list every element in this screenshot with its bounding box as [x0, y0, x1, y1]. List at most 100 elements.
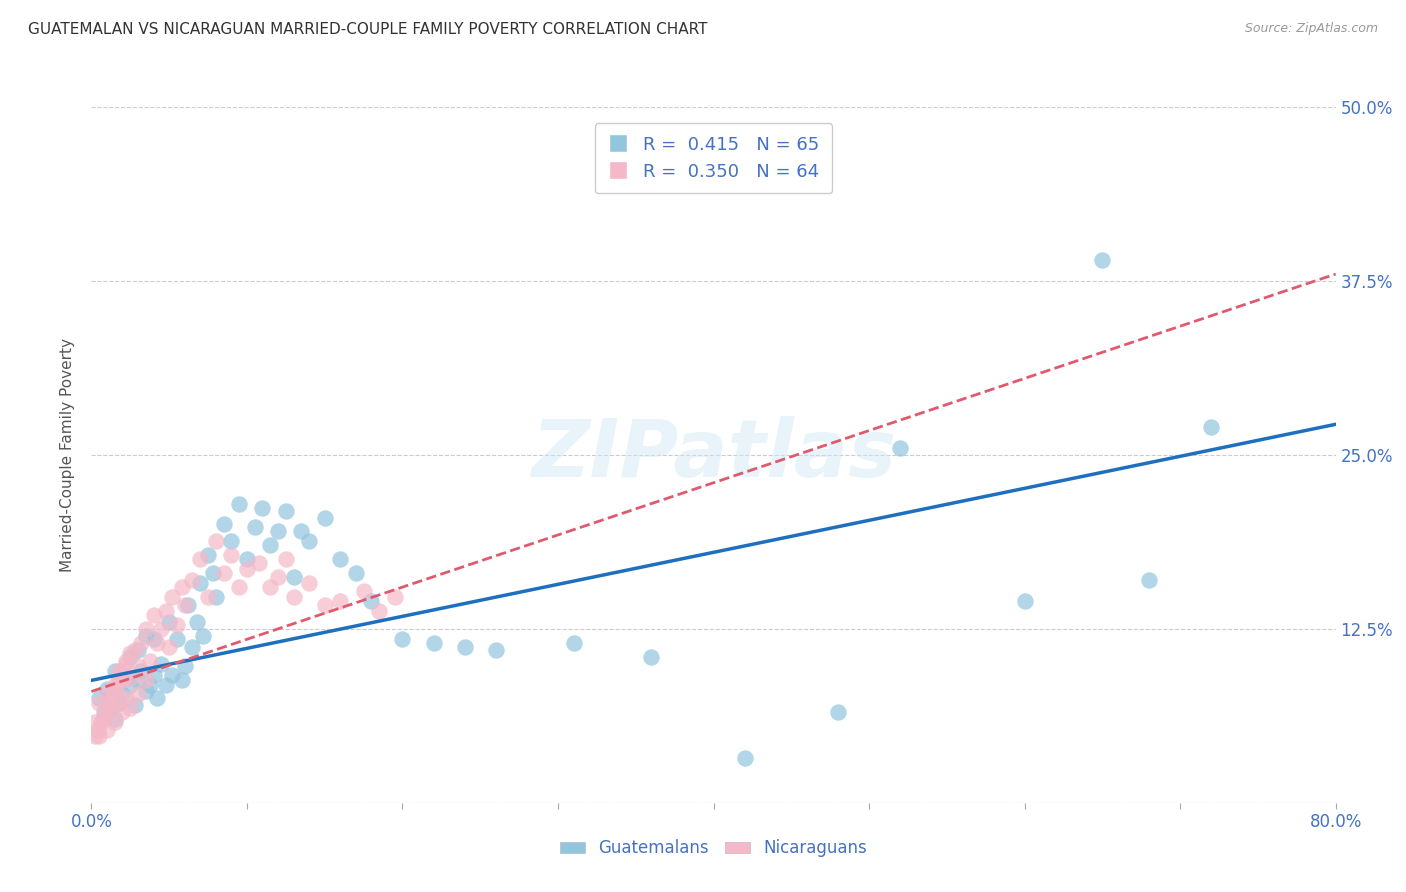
- Point: [173, 598, 195, 612]
- Point: [283, 570, 305, 584]
- Point: [353, 584, 375, 599]
- Point: [104, 664, 127, 678]
- Point: [329, 552, 352, 566]
- Point: [247, 557, 270, 571]
- Point: [201, 566, 224, 581]
- Point: [157, 615, 180, 629]
- Point: [1014, 594, 1036, 608]
- Point: [96, 681, 118, 696]
- Point: [221, 534, 243, 549]
- Point: [98, 701, 121, 715]
- Point: [127, 687, 149, 701]
- Point: [98, 696, 121, 710]
- Point: [111, 664, 134, 678]
- Point: [139, 654, 162, 668]
- Point: [181, 573, 204, 587]
- Point: [170, 580, 193, 594]
- Point: [127, 673, 149, 688]
- Point: [170, 673, 193, 688]
- Point: [157, 640, 180, 654]
- Point: [111, 687, 134, 701]
- Point: [283, 590, 305, 604]
- Point: [135, 684, 157, 698]
- Point: [108, 664, 131, 678]
- Point: [142, 667, 165, 681]
- Point: [127, 659, 149, 673]
- Point: [135, 673, 157, 688]
- Point: [104, 712, 127, 726]
- Point: [205, 534, 228, 549]
- Point: [150, 657, 173, 671]
- Point: [212, 517, 235, 532]
- Point: [236, 552, 259, 566]
- Point: [114, 691, 136, 706]
- Point: [889, 441, 911, 455]
- Point: [485, 642, 508, 657]
- Point: [104, 677, 127, 691]
- Point: [111, 673, 134, 688]
- Point: [391, 632, 413, 646]
- Point: [344, 566, 367, 581]
- Point: [197, 590, 219, 604]
- Point: [104, 715, 127, 730]
- Point: [90, 715, 112, 730]
- Point: [267, 524, 290, 539]
- Point: [162, 667, 184, 681]
- Point: [120, 677, 142, 691]
- Point: [155, 677, 177, 691]
- Point: [89, 696, 111, 710]
- Point: [142, 632, 165, 646]
- Point: [93, 706, 115, 720]
- Point: [145, 636, 167, 650]
- Point: [108, 671, 131, 685]
- Point: [298, 576, 321, 591]
- Y-axis label: Married-Couple Family Poverty: Married-Couple Family Poverty: [60, 338, 76, 572]
- Point: [212, 566, 235, 581]
- Point: [193, 629, 215, 643]
- Point: [124, 642, 146, 657]
- Point: [96, 687, 118, 701]
- Point: [124, 698, 146, 713]
- Point: [252, 500, 274, 515]
- Text: GUATEMALAN VS NICARAGUAN MARRIED-COUPLE FAMILY POVERTY CORRELATION CHART: GUATEMALAN VS NICARAGUAN MARRIED-COUPLE …: [28, 22, 707, 37]
- Point: [259, 580, 281, 594]
- Point: [314, 510, 336, 524]
- Point: [422, 636, 444, 650]
- Point: [640, 649, 662, 664]
- Point: [274, 503, 297, 517]
- Point: [384, 590, 406, 604]
- Point: [1201, 420, 1223, 434]
- Point: [108, 696, 131, 710]
- Point: [314, 598, 336, 612]
- Point: [155, 604, 177, 618]
- Point: [114, 654, 136, 668]
- Point: [259, 538, 281, 552]
- Point: [101, 687, 124, 701]
- Point: [562, 636, 585, 650]
- Point: [96, 723, 118, 738]
- Point: [228, 497, 250, 511]
- Point: [108, 696, 131, 710]
- Point: [236, 562, 259, 576]
- Point: [129, 664, 152, 678]
- Point: [114, 671, 136, 685]
- Point: [181, 640, 204, 654]
- Point: [243, 520, 266, 534]
- Point: [111, 706, 134, 720]
- Point: [186, 615, 208, 629]
- Point: [142, 607, 165, 622]
- Text: ZIPatlas: ZIPatlas: [531, 416, 896, 494]
- Point: [105, 681, 128, 696]
- Point: [93, 709, 115, 723]
- Point: [98, 701, 121, 715]
- Point: [368, 604, 391, 618]
- Legend: Guatemalans, Nicaraguans: Guatemalans, Nicaraguans: [553, 833, 875, 864]
- Point: [274, 552, 297, 566]
- Point: [93, 709, 115, 723]
- Point: [188, 576, 211, 591]
- Point: [135, 622, 157, 636]
- Point: [89, 691, 111, 706]
- Text: Source: ZipAtlas.com: Source: ZipAtlas.com: [1244, 22, 1378, 36]
- Point: [89, 729, 111, 743]
- Point: [228, 580, 250, 594]
